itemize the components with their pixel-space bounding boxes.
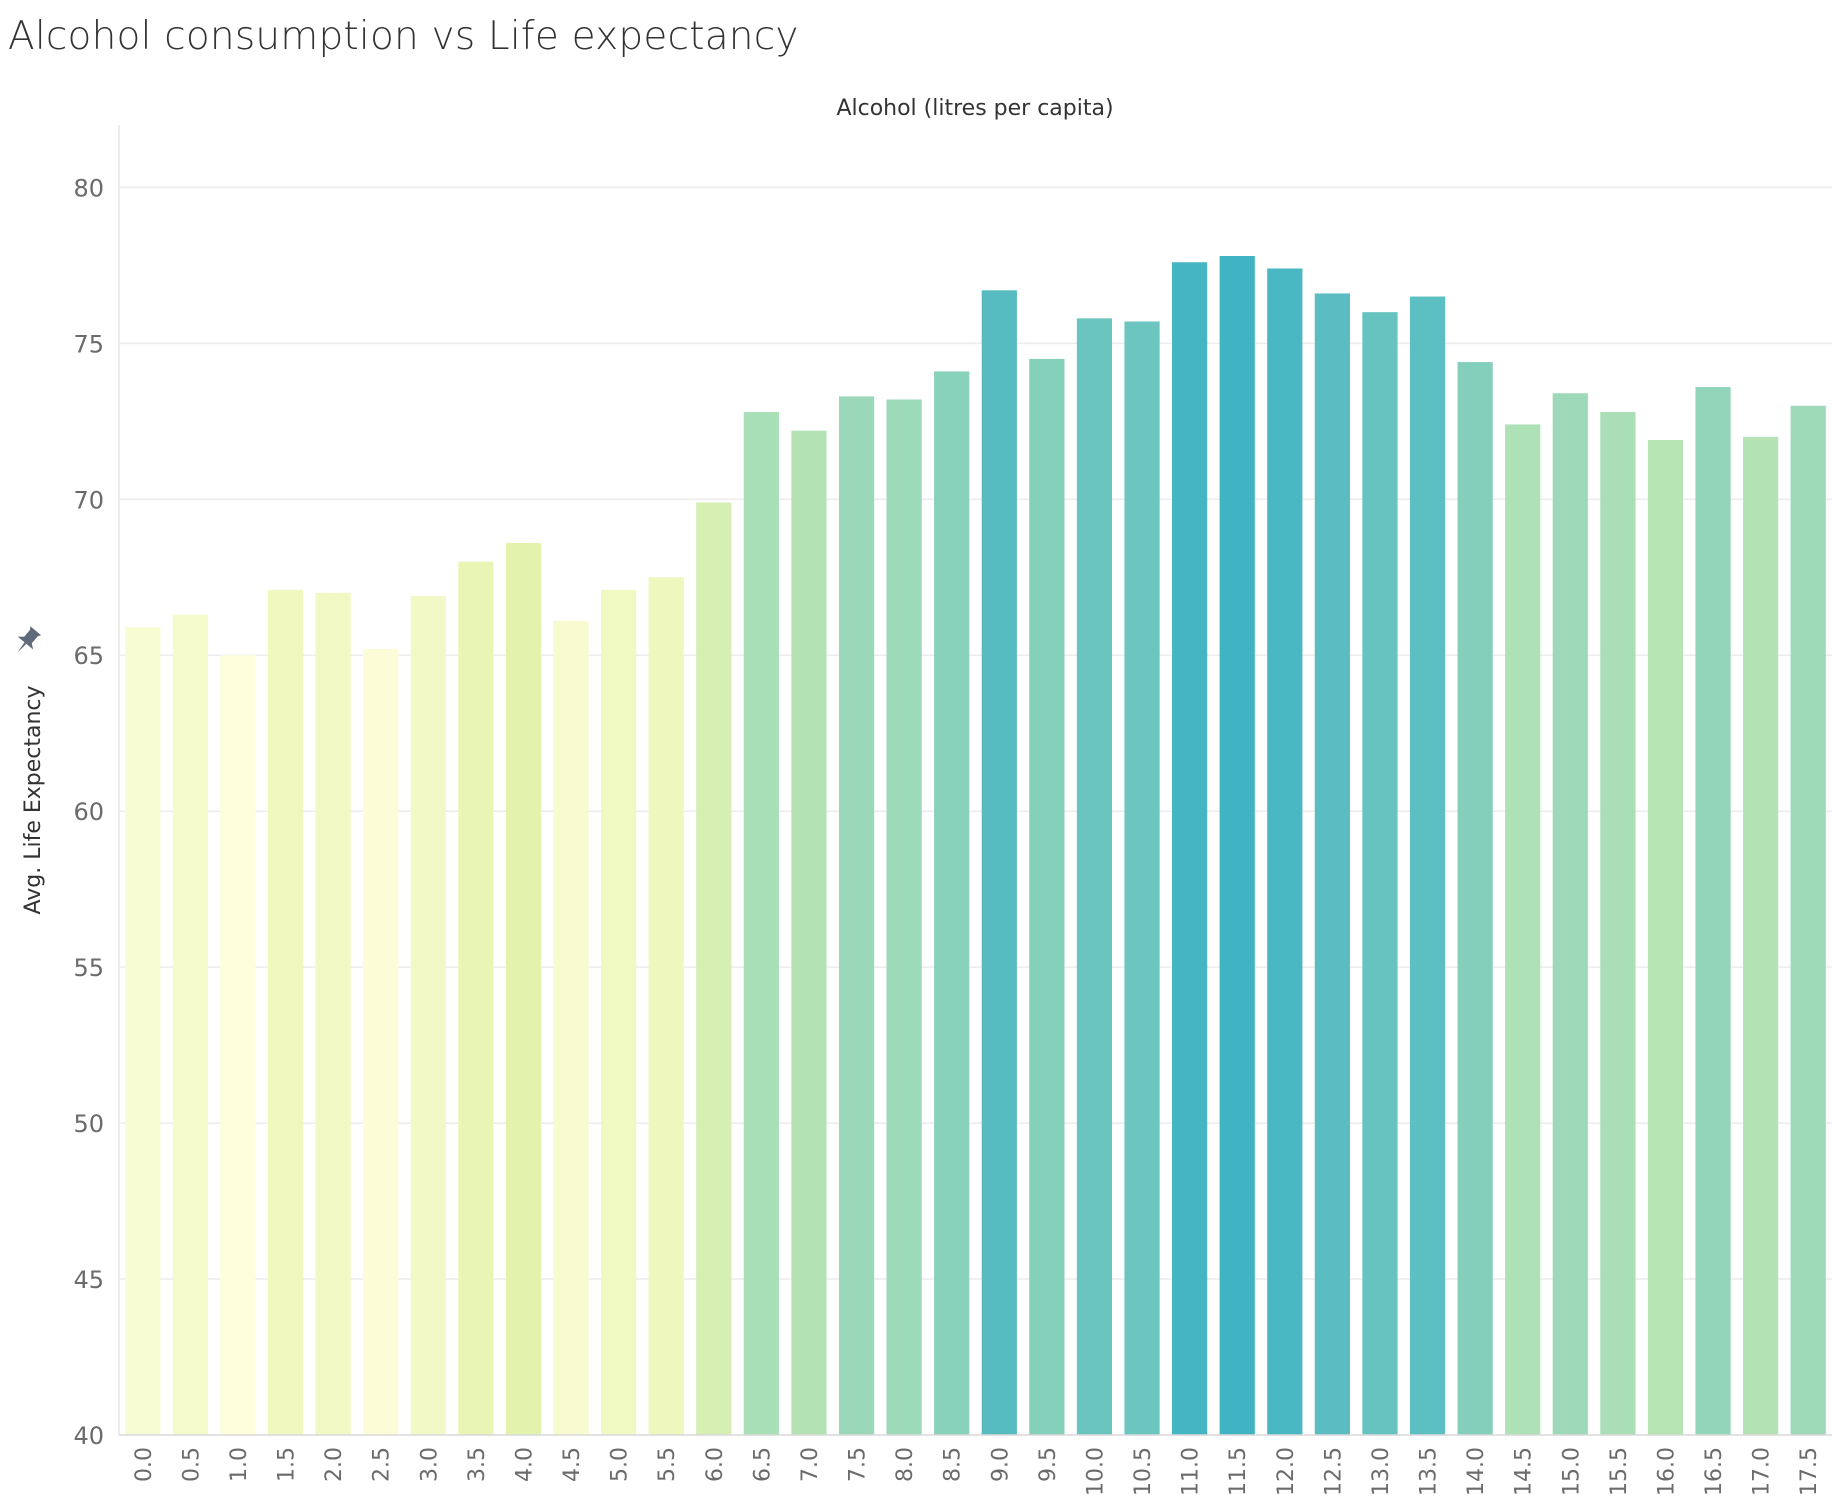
x-tick-label: 11.0 — [1179, 1447, 1204, 1496]
y-tick-label: 60 — [73, 798, 104, 826]
bar[interactable] — [1647, 440, 1684, 1435]
bar[interactable] — [981, 290, 1017, 1435]
bar[interactable] — [838, 396, 875, 1435]
x-tick-label: 9.5 — [1036, 1447, 1061, 1482]
x-tick-label: 3.0 — [417, 1447, 442, 1482]
bar[interactable] — [1457, 362, 1493, 1435]
x-tick-label: 17.5 — [1797, 1447, 1822, 1496]
x-tick-label: 16.0 — [1654, 1447, 1679, 1496]
x-tick-label: 5.0 — [608, 1447, 633, 1482]
y-tick-label: 45 — [73, 1266, 104, 1294]
x-tick-label: 4.5 — [560, 1447, 585, 1482]
bar[interactable] — [553, 620, 589, 1435]
bar[interactable] — [1505, 424, 1541, 1435]
bar[interactable] — [1409, 296, 1446, 1435]
x-tick-label: 10.5 — [1131, 1447, 1156, 1496]
x-tick-label: 1.0 — [227, 1447, 252, 1482]
y-tick-label: 70 — [73, 486, 104, 514]
x-axis-label: Alcohol (litres per capita) — [836, 96, 1113, 121]
x-tick-label: 3.5 — [465, 1447, 490, 1482]
bar[interactable] — [1600, 411, 1636, 1435]
x-tick-label: 13.5 — [1417, 1447, 1442, 1496]
y-axis-label-group: Avg. Life Expectancy — [21, 685, 46, 914]
y-tick-label: 75 — [73, 330, 104, 358]
bar[interactable] — [791, 430, 827, 1436]
y-tick-label: 65 — [73, 642, 104, 670]
y-tick-label: 80 — [73, 174, 104, 202]
bar[interactable] — [696, 502, 732, 1435]
x-tick-label: 5.5 — [655, 1447, 680, 1482]
x-tick-label: 12.0 — [1274, 1447, 1299, 1496]
bar[interactable] — [1695, 387, 1731, 1435]
bar[interactable] — [410, 595, 446, 1435]
chart-title: Alcohol consumption vs Life expectancy — [8, 14, 799, 59]
bar[interactable] — [505, 542, 542, 1435]
bar[interactable] — [1172, 262, 1208, 1436]
gridlines — [119, 186, 1832, 1280]
bar[interactable] — [1362, 312, 1398, 1436]
x-tick-label: 10.0 — [1083, 1447, 1108, 1496]
bar[interactable] — [1029, 358, 1065, 1435]
pin-icon[interactable] — [10, 624, 43, 658]
bar[interactable] — [1790, 405, 1826, 1435]
x-tick-label: 1.5 — [275, 1447, 300, 1482]
x-tick-label: 9.0 — [988, 1447, 1013, 1482]
x-tick-label: 6.5 — [750, 1447, 775, 1482]
y-axis-ticks: 40 45 50 55 60 65 70 75 80 — [73, 174, 104, 1450]
x-tick-label: 0.5 — [179, 1447, 204, 1482]
bar[interactable] — [934, 371, 970, 1435]
bar[interactable] — [601, 589, 637, 1435]
bar[interactable] — [648, 577, 684, 1435]
bar[interactable] — [1743, 436, 1779, 1435]
x-tick-label: 16.5 — [1702, 1447, 1727, 1496]
bar[interactable] — [220, 655, 256, 1435]
bars — [125, 256, 1826, 1436]
x-tick-label: 12.5 — [1321, 1447, 1346, 1496]
bar[interactable] — [125, 627, 161, 1435]
bar[interactable] — [1076, 318, 1113, 1435]
bar[interactable] — [458, 561, 494, 1435]
bar[interactable] — [1552, 393, 1588, 1436]
bar[interactable] — [363, 649, 399, 1435]
x-tick-label: 15.5 — [1607, 1447, 1632, 1496]
x-tick-label: 2.5 — [370, 1447, 395, 1482]
x-tick-label: 15.0 — [1559, 1447, 1584, 1496]
x-tick-label: 8.0 — [893, 1447, 918, 1482]
x-tick-label: 7.5 — [846, 1447, 871, 1482]
y-tick-label: 40 — [73, 1422, 104, 1450]
x-axis-ticks: 0.0 0.5 1.0 1.5 2.0 2.5 3.0 3.5 4.0 4.5 5.0 5.5 6.0 6… — [132, 1447, 1822, 1496]
x-tick-label: 13.0 — [1369, 1447, 1394, 1496]
bar[interactable] — [1267, 268, 1303, 1435]
x-tick-label: 2.0 — [322, 1447, 347, 1482]
x-tick-label: 4.0 — [512, 1447, 537, 1482]
x-tick-label: 17.0 — [1750, 1447, 1775, 1496]
bar[interactable] — [743, 411, 779, 1435]
bar[interactable] — [1124, 321, 1160, 1436]
bar[interactable] — [1219, 256, 1255, 1435]
x-tick-label: 0.0 — [132, 1447, 157, 1482]
bar[interactable] — [172, 614, 208, 1435]
x-tick-label: 7.0 — [798, 1447, 823, 1482]
y-tick-label: 50 — [73, 1110, 104, 1138]
y-axis-label: Avg. Life Expectancy — [21, 685, 46, 914]
bar[interactable] — [886, 399, 922, 1435]
x-tick-label: 6.0 — [703, 1447, 728, 1482]
bar[interactable] — [315, 592, 351, 1435]
bar[interactable] — [267, 589, 304, 1435]
x-tick-label: 11.5 — [1226, 1447, 1251, 1496]
bar[interactable] — [1314, 293, 1350, 1435]
x-tick-label: 14.5 — [1512, 1447, 1537, 1496]
y-tick-label: 55 — [73, 954, 104, 982]
x-tick-label: 14.0 — [1464, 1447, 1489, 1496]
x-tick-label: 8.5 — [941, 1447, 966, 1482]
